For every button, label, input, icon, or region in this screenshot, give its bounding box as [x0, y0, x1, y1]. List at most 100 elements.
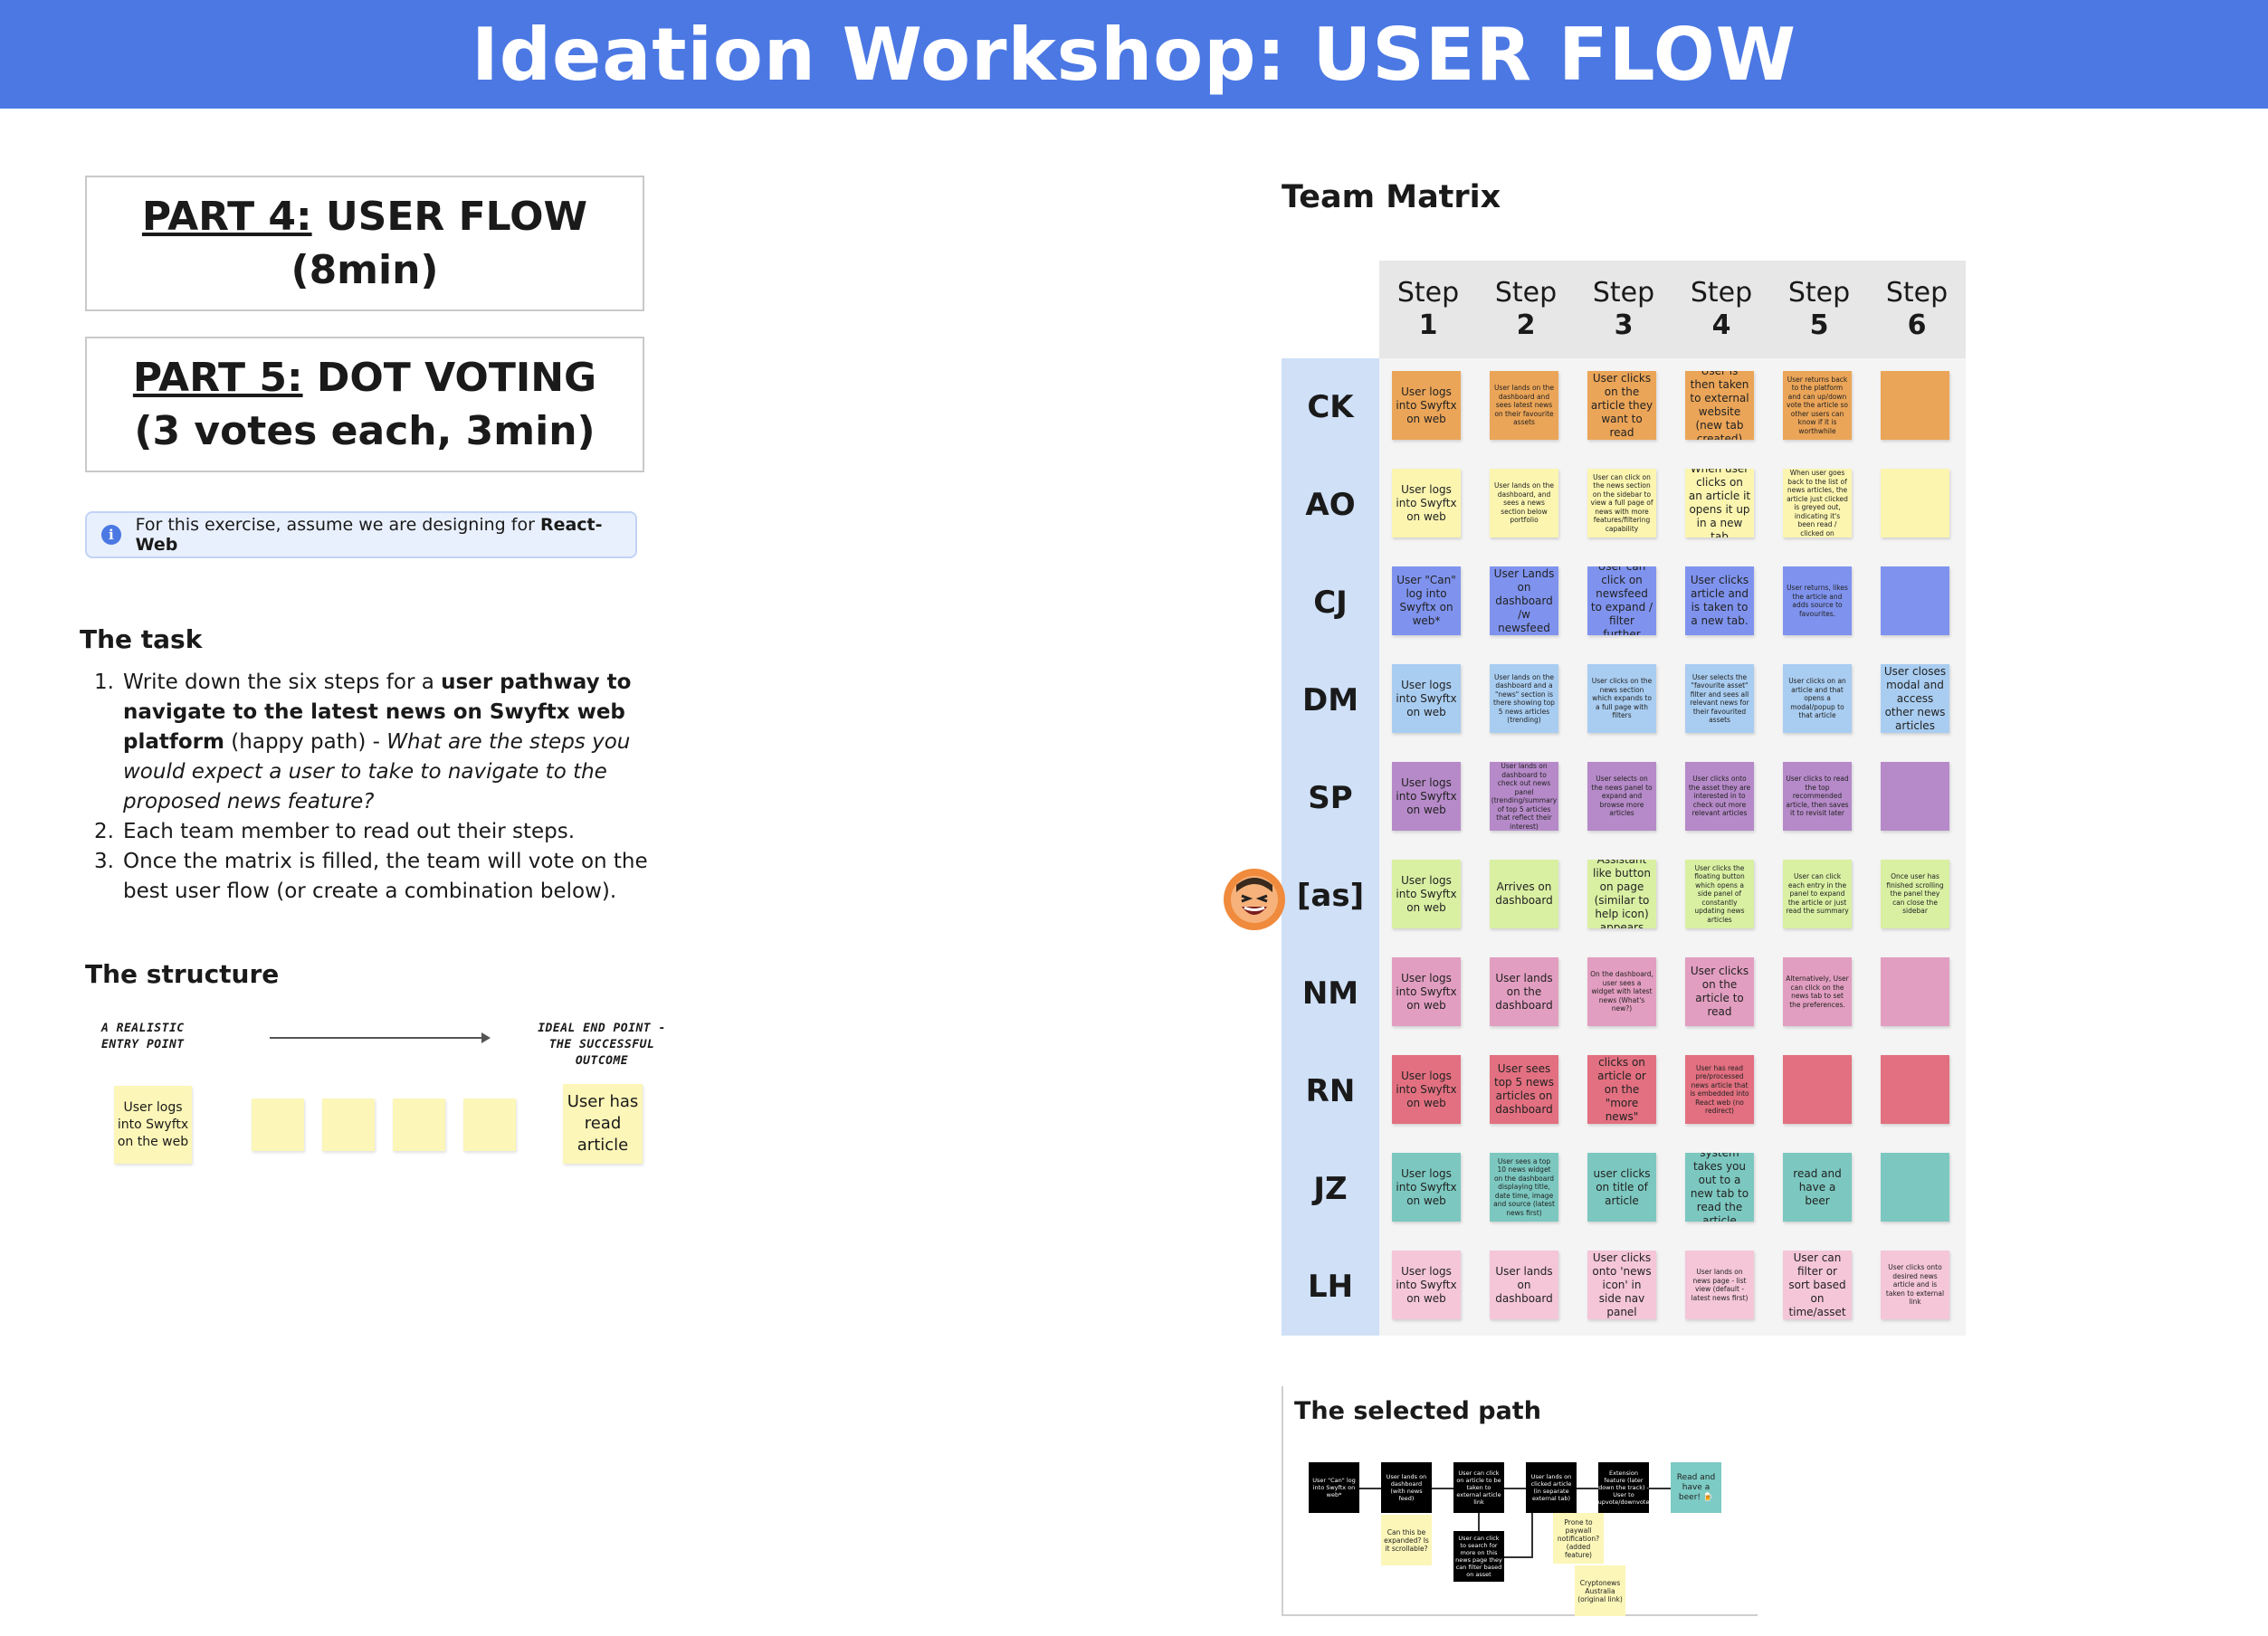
flow-connector [1359, 1488, 1381, 1489]
flow-note-dark[interactable]: User can click to search for more on thi… [1453, 1531, 1504, 1582]
step-header-3: Step 3 [1575, 261, 1672, 358]
sticky-note[interactable]: User Lands on dashboard /w newsfeed [1490, 566, 1558, 635]
sticky-note[interactable]: User clicks on the article they want to … [1587, 371, 1656, 440]
sticky-note[interactable] [1881, 566, 1949, 635]
flow-step[interactable]: User lands on clicked article (in separa… [1526, 1462, 1577, 1513]
structure-blank-note[interactable] [252, 1099, 304, 1151]
task-item-1-mid: (happy path) - [224, 730, 387, 754]
sticky-note[interactable] [1881, 957, 1949, 1026]
sticky-note[interactable]: User logs into Swyftx on web [1392, 371, 1461, 440]
sticky-note[interactable] [1881, 469, 1949, 537]
sticky-note[interactable]: User returns, likes the article and adds… [1783, 566, 1852, 635]
sticky-note[interactable]: User logs into Swyftx on web [1392, 860, 1461, 928]
task-item-3: 3. Once the matrix is filled, the team w… [80, 847, 659, 907]
flow-note[interactable]: Prone to paywall notification? (added fe… [1553, 1513, 1604, 1564]
flow-step[interactable]: User can click on article to be taken to… [1453, 1462, 1504, 1513]
part5-prefix: PART 5: [132, 354, 303, 401]
sticky-note[interactable]: User clicks onto desired news article an… [1881, 1251, 1949, 1319]
sticky-note[interactable]: User logs into Swyftx on web [1392, 1251, 1461, 1319]
user-avatar[interactable] [1224, 869, 1285, 930]
sticky-note[interactable]: Once user has finished scrolling the pan… [1881, 860, 1949, 928]
part5-title: DOT VOTING (3 votes each, 3min) [134, 354, 597, 454]
task-item-number: 2. [94, 820, 114, 843]
sticky-note[interactable]: User clicks on the news section which ex… [1587, 664, 1656, 733]
matrix-cell: User clicks onto the asset they are inte… [1672, 749, 1770, 847]
task-item-1-italic: What are the steps you would expect a us… [123, 730, 631, 813]
sticky-note[interactable]: User logs into Swyftx on web [1392, 469, 1461, 537]
sticky-note[interactable]: User closes modal and access other news … [1881, 664, 1949, 733]
structure-blank-note[interactable] [463, 1099, 516, 1151]
part4-title: USER FLOW (8min) [291, 193, 588, 293]
sticky-note[interactable]: User either clicks on article or on the … [1587, 1055, 1656, 1124]
sticky-note[interactable]: User clicks to read the top recommended … [1783, 762, 1852, 831]
sticky-note[interactable]: When user goes back to the list of news … [1783, 469, 1852, 537]
sticky-note[interactable]: User returns back to the platform and ca… [1783, 371, 1852, 440]
step-header-2: Step 2 [1477, 261, 1575, 358]
workshop-header: Ideation Workshop: USER FLOW [0, 0, 2268, 109]
task-item-1: 1. Write down the six steps for a user p… [80, 668, 659, 817]
sticky-note[interactable]: User is then taken to external website (… [1685, 371, 1754, 440]
flow-step[interactable]: User "Can" log into Swyftx on web* [1309, 1462, 1359, 1513]
sticky-note[interactable]: User can click each entry in the panel t… [1783, 860, 1852, 928]
sticky-note[interactable]: User clicks onto 'news icon' in side nav… [1587, 1251, 1656, 1319]
sticky-note[interactable]: User can click on the news section on th… [1587, 469, 1656, 537]
structure-start-note[interactable]: User logs into Swyftx on the web [114, 1086, 192, 1164]
sticky-note[interactable] [1881, 371, 1949, 440]
sticky-note[interactable]: User clicks the floating button which op… [1685, 860, 1754, 928]
sticky-note[interactable]: Alternatively, User can click on the new… [1783, 957, 1852, 1026]
sticky-note[interactable]: User logs into Swyftx on web [1392, 957, 1461, 1026]
sticky-note[interactable]: User can click on newsfeed to expand / f… [1587, 566, 1656, 635]
sticky-note[interactable]: User can filter or sort based on time/as… [1783, 1251, 1852, 1319]
sticky-note[interactable] [1881, 1055, 1949, 1124]
flow-step[interactable]: Extension feature (later down the track)… [1598, 1462, 1649, 1513]
sticky-note[interactable]: User lands on dashboard to check out new… [1490, 762, 1558, 831]
sticky-note[interactable]: User lands on the dashboard and sees lat… [1490, 371, 1558, 440]
sticky-note[interactable]: User lands on the dashboard [1490, 957, 1558, 1026]
sticky-note[interactable]: User clicks on the article to read [1685, 957, 1754, 1026]
sticky-note[interactable]: User sees a top 10 news widget on the da… [1490, 1153, 1558, 1222]
sticky-note[interactable]: User "Can" log into Swyftx on web* [1392, 566, 1461, 635]
sticky-note[interactable]: On the dashboard, user sees a widget wit… [1587, 957, 1656, 1026]
sticky-note[interactable]: User selects on the news panel to expand… [1587, 762, 1656, 831]
sticky-note[interactable] [1881, 762, 1949, 831]
step-header-4: Step 4 [1672, 261, 1770, 358]
sticky-note[interactable]: user clicks on title of article [1587, 1153, 1656, 1222]
matrix-cell: User lands on the dashboard, and sees a … [1477, 456, 1575, 554]
sticky-note[interactable]: User clicks onto the asset they are inte… [1685, 762, 1754, 831]
flow-note[interactable]: Can this be expanded? Is it scrollable? [1381, 1515, 1432, 1565]
sticky-note[interactable]: User clicks on an article and that opens… [1783, 664, 1852, 733]
task-item-number: 3. [94, 850, 114, 873]
sticky-note[interactable]: User logs into Swyftx on web [1392, 664, 1461, 733]
matrix-cell: User clicks onto desired news article an… [1868, 1238, 1966, 1336]
sticky-note[interactable]: User has read pre/processed news article… [1685, 1055, 1754, 1124]
matrix-cell: User Lands on dashboard /w newsfeed [1477, 554, 1575, 652]
matrix-cell [1868, 1140, 1966, 1238]
sticky-note[interactable]: Assistant like button on page (similar t… [1587, 860, 1656, 928]
sticky-note[interactable] [1881, 1153, 1949, 1222]
sticky-note[interactable]: User lands on news page - list view (def… [1685, 1251, 1754, 1319]
sticky-note[interactable]: User logs into Swyftx on web [1392, 1055, 1461, 1124]
structure-blank-note[interactable] [322, 1099, 375, 1151]
structure-blank-note[interactable] [393, 1099, 445, 1151]
flow-step[interactable]: User lands on dashboard (with news feed) [1381, 1462, 1432, 1513]
sticky-note[interactable]: User sees top 5 news articles on dashboa… [1490, 1055, 1558, 1124]
sticky-note[interactable]: User logs into Swyftx on web [1392, 1153, 1461, 1222]
sticky-note[interactable]: Arrives on dashboard [1490, 860, 1558, 928]
flow-note[interactable]: Cryptonews Australia (original link) [1575, 1565, 1625, 1616]
matrix-cell: User either clicks on article or on the … [1575, 1042, 1672, 1140]
sticky-note[interactable]: User clicks article and is taken to a ne… [1685, 566, 1754, 635]
sticky-note[interactable]: read and have a beer [1783, 1153, 1852, 1222]
sticky-note[interactable]: system takes you out to a new tab to rea… [1685, 1153, 1754, 1222]
member-label: NM [1282, 945, 1379, 1042]
sticky-note[interactable]: User lands on the dashboard, and sees a … [1490, 469, 1558, 537]
sticky-note[interactable]: User lands on the dashboard and a "news"… [1490, 664, 1558, 733]
sticky-note[interactable]: User logs into Swyftx on web [1392, 762, 1461, 831]
structure-end-note[interactable]: User has read article [563, 1084, 643, 1164]
sticky-note[interactable]: User lands on dashboard [1490, 1251, 1558, 1319]
flow-step-final[interactable]: Read and have a beer! 🍺 [1671, 1462, 1721, 1513]
sticky-note[interactable] [1783, 1055, 1852, 1124]
sticky-note[interactable]: When user clicks on an article it opens … [1685, 469, 1754, 537]
sticky-note[interactable]: User selects the "favourite asset" filte… [1685, 664, 1754, 733]
flow-connector [1432, 1488, 1453, 1489]
matrix-cell: User logs into Swyftx on web [1379, 456, 1477, 554]
